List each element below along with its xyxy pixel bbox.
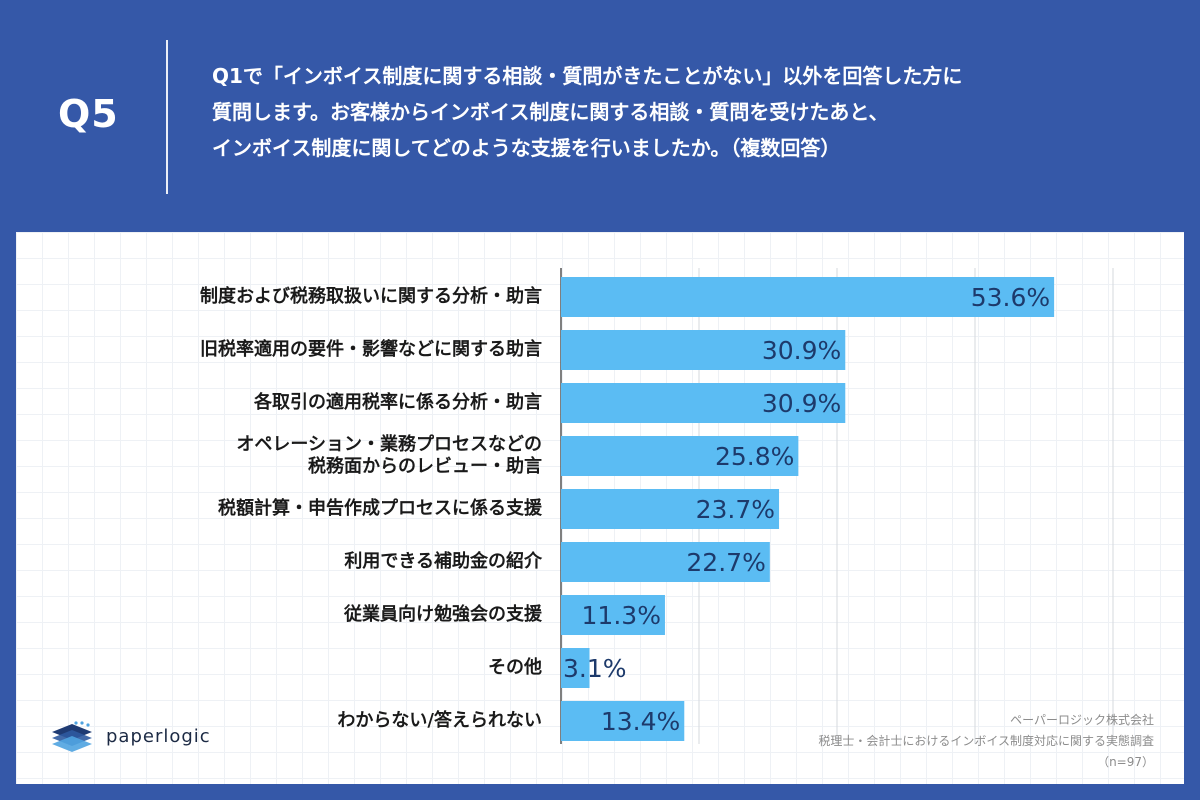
bar bbox=[561, 436, 799, 476]
header: Q5 Q1で「インボイス制度に関する相談・質問がきたことがない」以外を回答した方… bbox=[0, 0, 1200, 232]
question-text: Q1で「インボイス制度に関する相談・質問がきたことがない」以外を回答した方に 質… bbox=[212, 58, 1172, 166]
chart-panel: 53.6% 30.9% 30.9% 25.8% 23.7% 22.7% 11.3% 3.1% 1… bbox=[16, 232, 1184, 784]
data-label: 11.3% bbox=[582, 601, 661, 630]
bar bbox=[561, 489, 780, 529]
category-label: 利用できる補助金の紹介 bbox=[344, 551, 542, 572]
data-label: 25.8% bbox=[715, 442, 794, 471]
category-label: わからない/答えられない bbox=[337, 710, 542, 731]
category-label: 従業員向け勉強会の支援 bbox=[344, 604, 542, 625]
source-note: ペーパーロジック株式会社 税理士・会計士におけるインボイス制度対応に関する実態調… bbox=[818, 710, 1154, 773]
bar bbox=[561, 330, 846, 370]
source-sample-size: （n=97） bbox=[1097, 755, 1154, 769]
bar bbox=[561, 277, 1055, 317]
category-label: 各取引の適用税率に係る分析・助言 bbox=[254, 392, 542, 413]
bar bbox=[561, 542, 770, 582]
question-line: 質問します。お客様からインボイス制度に関する相談・質問を受けたあと、 bbox=[212, 100, 889, 124]
data-label: 22.7% bbox=[686, 548, 765, 577]
data-label: 53.6% bbox=[971, 283, 1050, 312]
category-label: その他 bbox=[488, 657, 542, 678]
source-company: ペーパーロジック株式会社 bbox=[1010, 713, 1154, 727]
bar-chart: 53.6% 30.9% 30.9% 25.8% 23.7% 22.7% 11.3% 3.1% 1… bbox=[560, 268, 1114, 744]
category-label: オペレーション・業務プロセスなどの 税務面からのレビュー・助言 bbox=[236, 434, 542, 477]
header-divider bbox=[166, 40, 168, 194]
category-label: 税額計算・申告作成プロセスに係る支援 bbox=[218, 498, 542, 519]
source-survey: 税理士・会計士におけるインボイス制度対応に関する実態調査 bbox=[818, 734, 1154, 748]
question-line: インボイス制度に関してどのような支援を行いましたか。（複数回答） bbox=[212, 136, 841, 160]
bar bbox=[561, 595, 665, 635]
category-label: 制度および税務取扱いに関する分析・助言 bbox=[200, 286, 542, 307]
question-line: Q1で「インボイス制度に関する相談・質問がきたことがない」以外を回答した方に bbox=[212, 64, 963, 88]
paperlogic-logo: paperlogic bbox=[46, 718, 266, 758]
bar bbox=[561, 383, 846, 423]
data-label: 30.9% bbox=[762, 389, 841, 418]
question-number: Q5 bbox=[58, 92, 119, 136]
category-label: 旧税率適用の要件・影響などに関する助言 bbox=[200, 339, 542, 360]
stacked-layers-logo-icon bbox=[52, 721, 92, 752]
data-label: 30.9% bbox=[762, 336, 841, 365]
bar bbox=[561, 701, 685, 741]
data-label: 13.4% bbox=[601, 707, 680, 736]
logo-text: paperlogic bbox=[106, 726, 211, 747]
data-label: 3.1% bbox=[563, 654, 627, 683]
data-label: 23.7% bbox=[696, 495, 775, 524]
bar bbox=[561, 648, 590, 688]
